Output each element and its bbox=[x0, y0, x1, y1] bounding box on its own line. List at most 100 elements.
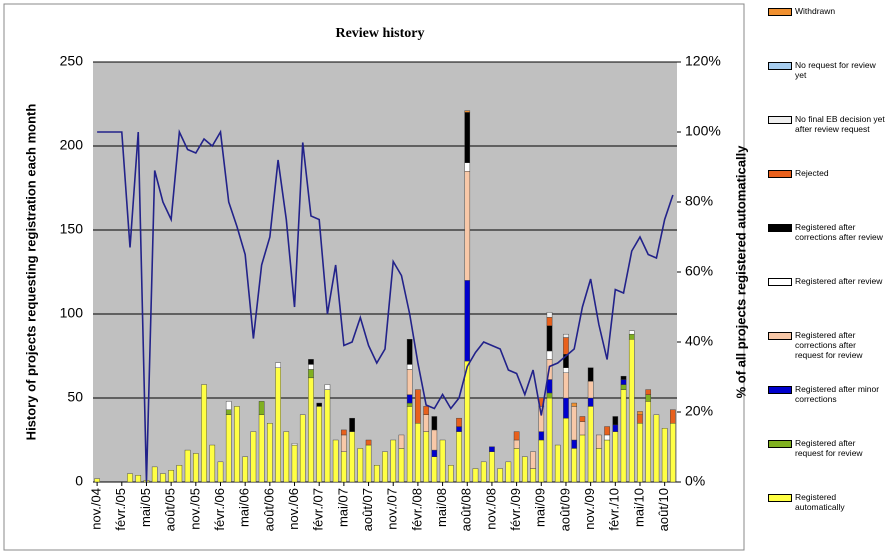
bar-segment bbox=[423, 414, 429, 432]
x-tick-label: août/07 bbox=[360, 488, 375, 531]
bar-segment bbox=[571, 406, 577, 441]
bar-segment bbox=[505, 461, 512, 483]
bar-segment bbox=[184, 449, 191, 483]
bar-segment bbox=[480, 461, 487, 483]
bar-segment bbox=[571, 448, 577, 483]
bar-segment bbox=[291, 444, 298, 483]
legend-item: Rejected bbox=[768, 168, 886, 178]
y2-tick-label: 60% bbox=[685, 263, 713, 279]
bar-segment bbox=[546, 397, 553, 483]
bar-segment bbox=[316, 402, 322, 407]
legend-swatch bbox=[768, 116, 792, 124]
bar-segment bbox=[160, 473, 166, 483]
bar-segment bbox=[464, 280, 471, 362]
legend-label: Registered after corrections after reque… bbox=[795, 330, 863, 360]
bar-segment bbox=[546, 325, 553, 352]
bar-segment bbox=[579, 416, 586, 422]
bar-segment bbox=[522, 456, 528, 483]
bar-segment bbox=[464, 110, 471, 113]
x-tick-label: févr./06 bbox=[212, 488, 227, 531]
bar-segment bbox=[571, 439, 577, 449]
bar-segment bbox=[546, 312, 553, 318]
legend-item: Registered after request for review bbox=[768, 438, 886, 458]
bar-segment bbox=[670, 409, 676, 424]
bar-segment bbox=[464, 360, 471, 483]
legend-swatch bbox=[768, 224, 792, 232]
legend-label: Registered after review bbox=[795, 276, 883, 286]
bar-segment bbox=[357, 448, 364, 483]
bar-segment bbox=[587, 381, 594, 399]
legend-label: Registered after minor corrections bbox=[795, 384, 880, 404]
bar-segment bbox=[168, 470, 174, 483]
bar-segment bbox=[628, 339, 635, 483]
bar-segment bbox=[628, 333, 635, 340]
bar-segment bbox=[127, 473, 133, 483]
bar-segment bbox=[554, 444, 561, 483]
x-tick-label: nov./06 bbox=[286, 488, 301, 530]
bar-segment bbox=[439, 439, 446, 483]
bar-segment bbox=[349, 417, 355, 432]
bar-segment bbox=[398, 434, 405, 449]
x-tick-label: mai/05 bbox=[138, 488, 153, 527]
bar-segment bbox=[431, 456, 438, 483]
bar-segment bbox=[390, 439, 397, 483]
x-tick-label: août/05 bbox=[163, 488, 178, 531]
bar-segment bbox=[225, 414, 232, 483]
bar-segment bbox=[645, 401, 652, 483]
bar-segment bbox=[464, 162, 471, 172]
bar-segment bbox=[637, 411, 643, 416]
legend-label: Withdrawn bbox=[795, 6, 836, 16]
y2-tick-label: 80% bbox=[685, 193, 713, 209]
x-tick-label: févr./10 bbox=[607, 488, 622, 531]
y2-tick-label: 20% bbox=[685, 403, 713, 419]
bar-segment bbox=[587, 367, 594, 382]
bar-segment bbox=[628, 330, 635, 335]
bar-segment bbox=[489, 451, 495, 483]
bar-segment bbox=[620, 379, 627, 385]
bar-segment bbox=[324, 384, 331, 390]
bar-segment bbox=[415, 389, 421, 424]
legend-item: Registered after review bbox=[768, 276, 886, 286]
x-tick-label: août/06 bbox=[261, 488, 276, 531]
y-tick-label: 0 bbox=[75, 473, 83, 489]
bar-segment bbox=[365, 444, 372, 483]
legend-item: Withdrawn bbox=[768, 6, 886, 16]
legend-item: No request for review yet bbox=[768, 60, 886, 80]
bar-segment bbox=[620, 384, 627, 390]
bar-segment bbox=[201, 384, 207, 483]
bar-segment bbox=[308, 369, 314, 379]
bar-segment bbox=[406, 394, 413, 404]
bar-segment bbox=[135, 475, 142, 483]
bar-segment bbox=[513, 439, 520, 449]
bar-segment bbox=[513, 431, 520, 441]
x-tick-label: févr./09 bbox=[508, 488, 523, 531]
x-tick-label: févr./08 bbox=[409, 488, 424, 531]
legend-label: Rejected bbox=[795, 168, 829, 178]
legend-swatch bbox=[768, 62, 792, 70]
bar-segment bbox=[299, 414, 306, 483]
x-tick-label: nov./04 bbox=[89, 488, 104, 530]
bar-segment bbox=[275, 367, 281, 483]
bar-segment bbox=[176, 465, 183, 483]
x-tick-label: mai/08 bbox=[434, 488, 449, 527]
bar-segment bbox=[275, 362, 281, 368]
bar-segment bbox=[563, 367, 569, 374]
bar-segment bbox=[596, 448, 602, 483]
y-tick-label: 200 bbox=[60, 137, 84, 153]
y2-tick-label: 0% bbox=[685, 473, 705, 489]
bar-segment bbox=[670, 423, 676, 483]
bar-segment bbox=[538, 439, 545, 483]
bar-segment bbox=[415, 423, 421, 483]
bar-segment bbox=[563, 372, 569, 399]
bar-segment bbox=[497, 468, 503, 483]
bar-segment bbox=[365, 439, 372, 446]
bar-segment bbox=[546, 317, 553, 326]
bar-segment bbox=[332, 439, 339, 483]
bar-segment bbox=[587, 397, 594, 407]
x-tick-label: févr./05 bbox=[113, 488, 128, 531]
bar-segment bbox=[604, 439, 610, 483]
y-tick-label: 150 bbox=[60, 221, 84, 237]
bar-segment bbox=[571, 402, 577, 407]
x-tick-label: nov./09 bbox=[582, 488, 597, 530]
legend-swatch bbox=[768, 332, 792, 340]
